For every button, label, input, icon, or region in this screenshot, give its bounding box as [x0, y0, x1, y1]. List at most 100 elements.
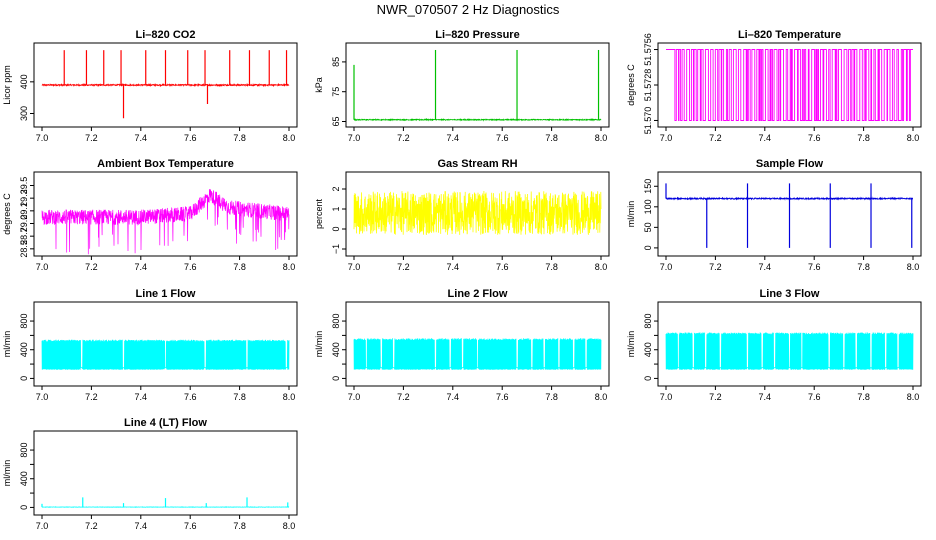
x-tick-label: 8.0 — [595, 392, 608, 402]
x-tick-label: 8.0 — [283, 133, 296, 143]
plot-frame — [33, 301, 298, 387]
y-tick-label: 800 — [19, 314, 29, 329]
y-tick-label: 400 — [643, 342, 653, 357]
y-tick-label: 75 — [331, 87, 341, 97]
x-tick-label: 7.8 — [545, 133, 558, 143]
plot-frame — [657, 171, 922, 257]
y-axis-label: degrees C — [626, 64, 636, 106]
series — [353, 190, 602, 235]
x-tick-label: 7.2 — [709, 262, 722, 272]
y-tick-label: 51.5728 — [643, 69, 653, 102]
y-tick-label: 150 — [643, 179, 653, 194]
x-tick-label: 7.8 — [857, 262, 870, 272]
x-tick-label: 8.0 — [283, 392, 296, 402]
y-axis-label: Licor ppm — [2, 65, 12, 105]
y-tick-label: 51.5756 — [643, 33, 653, 66]
panel-line-2-flow: Line 2 Flow ml/min 7.0 7.2 7.4 7.6 7.8 8.0 0 400 8… — [314, 288, 610, 402]
x-tick-label: 8.0 — [907, 392, 920, 402]
y-axis-label: kPa — [314, 77, 324, 93]
x-tick-label: 7.2 — [709, 392, 722, 402]
y-tick-label: 2 — [331, 186, 341, 191]
x-tick-label: 7.2 — [85, 262, 98, 272]
x-tick-label: 7.6 — [184, 521, 197, 531]
x-tick-label: 7.0 — [36, 392, 49, 402]
x-tick-label: 7.0 — [348, 392, 361, 402]
series — [665, 183, 914, 248]
y-tick-label: 29.3 — [19, 189, 29, 207]
y-axis-label: degrees C — [2, 193, 12, 235]
x-tick-label: 7.4 — [135, 262, 148, 272]
y-tick-label: 400 — [19, 74, 29, 89]
y-tick-label: 29.0 — [19, 215, 29, 233]
x-tick-label: 7.4 — [447, 392, 460, 402]
x-tick-label: 7.2 — [85, 521, 98, 531]
y-tick-label: 50 — [643, 222, 653, 232]
series — [353, 49, 602, 122]
x-tick-label: 7.4 — [447, 262, 460, 272]
band-trace — [41, 339, 290, 370]
y-tick-label: 65 — [331, 117, 341, 127]
x-tick-label: 7.2 — [85, 133, 98, 143]
panel-line-1-flow: Line 1 Flow ml/min 7.0 7.2 7.4 7.6 7.8 8.0 0 400 8… — [2, 288, 298, 402]
y-tick-label: 85 — [331, 57, 341, 67]
x-tick-label: 7.6 — [808, 262, 821, 272]
y-tick-label: 300 — [19, 106, 29, 121]
panel-title: Li–820 CO2 — [136, 29, 196, 41]
x-tick-label: 8.0 — [907, 262, 920, 272]
x-tick-label: 8.0 — [595, 262, 608, 272]
panel-title: Gas Stream RH — [437, 158, 517, 170]
y-axis-label: ml/min — [626, 331, 636, 358]
y-axis-label: ml/min — [626, 201, 636, 228]
y-axis-label: ml/min — [314, 331, 324, 358]
x-tick-label: 7.4 — [135, 392, 148, 402]
series — [665, 332, 914, 370]
panel-title: Line 3 Flow — [760, 288, 820, 300]
y-tick-label: 0 — [19, 505, 29, 510]
panel-title: Li–820 Pressure — [435, 29, 519, 41]
panel-gas-stream-rh: Gas Stream RH percent 7.0 7.2 7.4 7.6 7.8 8.0 −1… — [314, 158, 610, 272]
x-tick-label: 7.4 — [759, 133, 772, 143]
y-tick-label: 800 — [643, 314, 653, 329]
x-tick-label: 7.6 — [184, 262, 197, 272]
x-tick-label: 7.8 — [545, 262, 558, 272]
x-tick-label: 7.2 — [397, 262, 410, 272]
plot-frame — [657, 301, 922, 387]
y-tick-label: 29.5 — [19, 177, 29, 195]
x-tick-label: 7.6 — [184, 392, 197, 402]
band-trace — [353, 338, 602, 370]
y-tick-label: 1 — [331, 206, 341, 211]
x-tick-label: 7.8 — [545, 392, 558, 402]
panel-ambient-box-temperature: Ambient Box Temperature degrees C 7.0 7.2 7.… — [2, 158, 298, 272]
series — [666, 49, 913, 121]
panel-li-820-co2: Li–820 CO2 Licor ppm 7.0 7.2 7.4 7.6 7.8 8.0 300… — [2, 29, 298, 143]
panel-title: Ambient Box Temperature — [97, 158, 234, 170]
x-tick-label: 7.6 — [496, 392, 509, 402]
panel-li-820-pressure: Li–820 Pressure kPa 7.0 7.2 7.4 7.6 7.8 8.0 65 75… — [314, 29, 610, 143]
x-tick-label: 7.2 — [397, 133, 410, 143]
x-tick-label: 7.8 — [233, 392, 246, 402]
plot-frame — [33, 42, 298, 128]
panel-title: Sample Flow — [756, 158, 824, 170]
plot-frame — [33, 430, 298, 516]
panel-line-3-flow: Line 3 Flow ml/min 7.0 7.2 7.4 7.6 7.8 8.0 0 400 8… — [626, 288, 922, 402]
panel-li-820-temperature: Li–820 Temperature degrees C 7.0 7.2 7.4 7.6 7… — [626, 29, 922, 143]
x-tick-label: 7.4 — [759, 262, 772, 272]
x-tick-label: 7.2 — [709, 133, 722, 143]
panel-sample-flow: Sample Flow ml/min 7.0 7.2 7.4 7.6 7.8 8.0 0 50 10… — [626, 158, 922, 272]
x-tick-label: 8.0 — [283, 521, 296, 531]
series — [41, 339, 290, 370]
x-tick-label: 7.2 — [397, 392, 410, 402]
y-tick-label: 0 — [643, 245, 653, 250]
panel-title: Line 2 Flow — [448, 288, 508, 300]
x-tick-label: 7.8 — [857, 392, 870, 402]
x-tick-label: 8.0 — [907, 133, 920, 143]
x-tick-label: 7.8 — [233, 133, 246, 143]
y-tick-label: 28.7 — [19, 227, 29, 245]
y-tick-label: 0 — [19, 376, 29, 381]
y-axis-label: ml/min — [2, 331, 12, 358]
x-tick-label: 7.4 — [135, 521, 148, 531]
x-tick-label: 7.0 — [660, 262, 673, 272]
x-tick-label: 7.0 — [36, 133, 49, 143]
x-tick-label: 7.6 — [808, 392, 821, 402]
